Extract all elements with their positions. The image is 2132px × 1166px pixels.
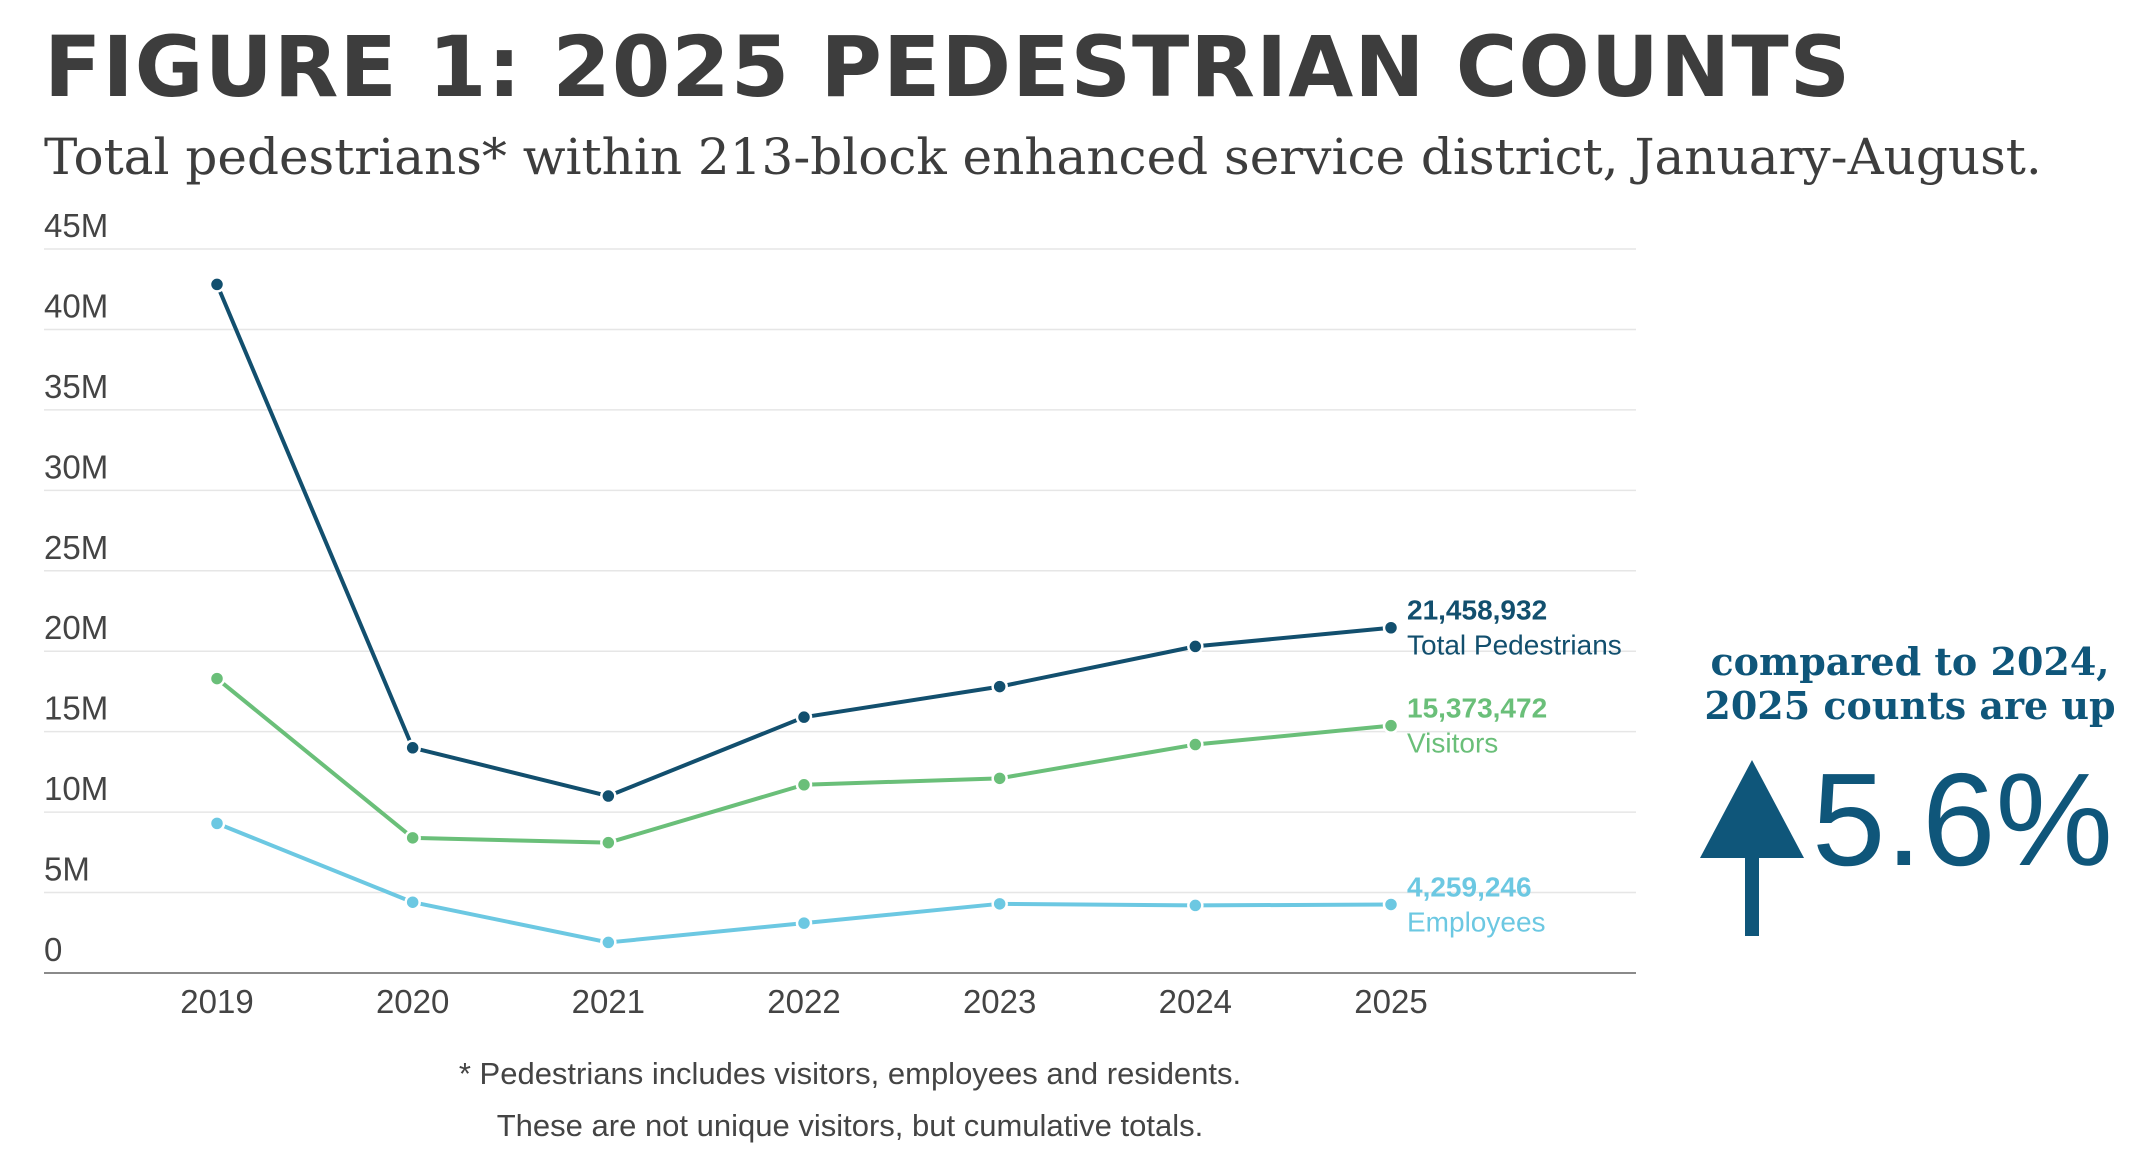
data-point-total bbox=[795, 708, 813, 726]
footnote-line-1: * Pedestrians includes visitors, employe… bbox=[458, 1056, 1242, 1091]
data-point-total bbox=[1187, 638, 1204, 655]
data-point-employees bbox=[795, 914, 813, 932]
data-point-employees bbox=[208, 815, 226, 832]
callout-line-1: compared to 2024, bbox=[1710, 639, 2110, 684]
data-point-total bbox=[600, 787, 617, 805]
chart-subtitle: Total pedestrians* within 213-block enha… bbox=[44, 128, 2042, 186]
y-tick-label: 0 bbox=[44, 931, 62, 968]
x-axis-ticks: 2019 2020 2021 2022 2023 2024 2025 bbox=[180, 983, 1427, 1020]
y-tick-label: 10M bbox=[44, 770, 108, 807]
y-tick-label: 15M bbox=[44, 690, 108, 727]
data-point-employees bbox=[600, 934, 617, 951]
x-tick-label: 2024 bbox=[1159, 983, 1232, 1020]
data-point-visitors bbox=[600, 834, 617, 851]
data-point-total bbox=[404, 739, 421, 757]
data-point-visitors bbox=[208, 670, 226, 687]
percent-increase: 5.6% bbox=[1812, 746, 2113, 893]
series-name-label-employees: Employees bbox=[1407, 906, 1546, 937]
data-point-employees bbox=[404, 893, 421, 911]
end-labels: 21,458,932 Total Pedestrians 15,373,472 Vis… bbox=[1407, 595, 1622, 938]
data-point-visitors bbox=[1382, 717, 1400, 734]
x-tick-label: 2019 bbox=[180, 983, 253, 1020]
data-point-employees bbox=[991, 895, 1008, 913]
x-tick-label: 2020 bbox=[376, 983, 449, 1020]
series-lines bbox=[208, 276, 1400, 951]
chart-title: FIGURE 1: 2025 PEDESTRIAN COUNTS bbox=[44, 18, 1852, 116]
end-value-label-total: 21,458,932 bbox=[1407, 595, 1547, 626]
data-point-total bbox=[991, 678, 1008, 695]
end-value-label-visitors: 15,373,472 bbox=[1407, 693, 1547, 724]
gridlines bbox=[44, 248, 1636, 974]
x-tick-label: 2022 bbox=[767, 983, 840, 1020]
series-name-label-visitors: Visitors bbox=[1407, 728, 1498, 759]
data-point-visitors bbox=[1187, 736, 1204, 753]
y-tick-label: 20M bbox=[44, 609, 108, 646]
y-tick-label: 40M bbox=[44, 287, 108, 324]
data-point-employees bbox=[1382, 896, 1400, 913]
data-point-visitors bbox=[991, 770, 1008, 787]
y-tick-label: 25M bbox=[44, 529, 108, 566]
end-value-label-employees: 4,259,246 bbox=[1407, 871, 1532, 902]
y-tick-label: 5M bbox=[44, 851, 90, 888]
data-point-total bbox=[1382, 619, 1400, 636]
series-name-label-total: Total Pedestrians bbox=[1407, 630, 1622, 661]
comparison-callout: compared to 2024, 2025 counts are up bbox=[1700, 640, 2120, 728]
y-tick-label: 35M bbox=[44, 368, 108, 405]
data-point-total bbox=[208, 276, 226, 293]
x-tick-label: 2021 bbox=[572, 983, 645, 1020]
x-tick-label: 2025 bbox=[1354, 983, 1427, 1020]
footnote-line-2: These are not unique visitors, but cumul… bbox=[496, 1108, 1204, 1143]
up-arrow-icon bbox=[1700, 760, 1804, 936]
x-tick-label: 2023 bbox=[963, 983, 1036, 1020]
data-point-visitors bbox=[795, 776, 813, 794]
y-tick-label: 45M bbox=[44, 207, 108, 244]
y-axis-ticks: 0 5M 10M 15M 20M 25M 30M 35M 40M 45M bbox=[44, 207, 108, 968]
y-tick-label: 30M bbox=[44, 448, 108, 485]
data-point-employees bbox=[1187, 897, 1204, 914]
callout-line-2: 2025 counts are up bbox=[1704, 683, 2116, 728]
data-point-visitors bbox=[404, 829, 421, 847]
